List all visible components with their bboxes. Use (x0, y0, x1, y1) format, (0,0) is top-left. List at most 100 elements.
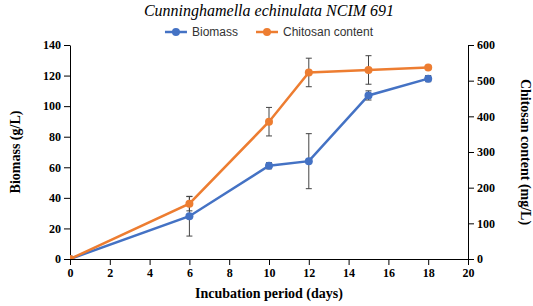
tick-label: 2 (107, 266, 113, 280)
tick: 80 (49, 130, 70, 144)
title: Cunninghamella echinulata NCIM 691 (144, 2, 394, 20)
tick-label: 16 (383, 266, 395, 280)
tick-label: 300 (477, 145, 495, 159)
tick-label: 10 (264, 266, 276, 280)
tick-mark (110, 259, 111, 265)
tick-mark (468, 259, 474, 260)
tick-mark (64, 259, 70, 260)
tick-mark (64, 106, 70, 107)
legend-item: Biomass (165, 25, 238, 39)
tick-label: 400 (477, 110, 495, 124)
tick-mark (269, 259, 270, 265)
tick-mark (468, 116, 474, 117)
chart: Cunninghamella echinulata NCIM 691024681… (0, 0, 533, 306)
tick: 12 (303, 259, 315, 280)
tick-mark (64, 198, 70, 199)
error-bar (186, 197, 192, 211)
error-bar-cap (366, 90, 372, 91)
tick-mark (64, 167, 70, 168)
tick: 400 (468, 110, 495, 124)
tick: 300 (468, 145, 495, 159)
tick-mark (64, 137, 70, 138)
x-axis: 02468101214161820 (68, 259, 475, 280)
tick-label: 0 (68, 266, 74, 280)
y-axis: 020406080100120140 (43, 38, 71, 266)
tick: 600 (468, 38, 495, 52)
tick-label: 200 (477, 181, 495, 195)
tick: 10 (264, 259, 276, 280)
error-bar-cap (306, 188, 312, 189)
tick-label: 4 (147, 266, 153, 280)
error-bar-cap (366, 55, 372, 56)
tick-mark (64, 45, 70, 46)
error-bar-cap (366, 84, 372, 85)
legend-marker (172, 28, 180, 36)
tick-label: 20 (463, 266, 475, 280)
error-bar-cap (186, 236, 192, 237)
tick: 14 (343, 259, 355, 280)
tick: 100 (43, 99, 70, 113)
tick-mark (468, 188, 474, 189)
tick: 0 (468, 252, 483, 266)
tick-label: 100 (477, 217, 495, 231)
tick: 60 (49, 161, 70, 175)
point (305, 68, 313, 76)
point (424, 63, 432, 71)
tick-label: 80 (49, 130, 61, 144)
error-bar (425, 76, 431, 82)
point (305, 157, 313, 165)
tick: 500 (468, 74, 495, 88)
tick: 120 (43, 69, 70, 83)
tick-mark (64, 76, 70, 77)
tick-mark (64, 228, 70, 229)
tick-mark (388, 259, 389, 265)
point (424, 75, 432, 83)
error-bar-cap (306, 86, 312, 87)
tick: 40 (49, 191, 70, 205)
point (70, 255, 74, 259)
tick-mark (189, 259, 190, 265)
error-bar (186, 196, 192, 236)
tick-label: 600 (477, 38, 495, 52)
error-bar-cap (306, 133, 312, 134)
error-bar-cap (266, 107, 272, 108)
tick: 4 (147, 259, 153, 280)
tick-mark (468, 81, 474, 82)
legend: Biomass Chitosan content (165, 25, 374, 39)
point (265, 162, 273, 170)
tick-mark (309, 259, 310, 265)
series-line (70, 79, 428, 259)
tick-label: 60 (49, 161, 61, 175)
y-axis-title: Biomass (g/L) (8, 110, 24, 193)
legend-item: Chitosan content (256, 25, 374, 39)
error-bar-cap (186, 210, 192, 211)
tick-mark (229, 259, 230, 265)
error-bar (266, 163, 272, 169)
tick: 200 (468, 181, 495, 195)
error-bar-cap (306, 58, 312, 59)
series-line (70, 67, 428, 259)
error-bar-cap (186, 196, 192, 197)
tick: 20 (463, 259, 475, 280)
tick: 16 (383, 259, 395, 280)
tick-label: 100 (43, 99, 61, 113)
tick: 18 (423, 259, 435, 280)
tick-mark (150, 259, 151, 265)
tick-mark (468, 152, 474, 153)
tick-label: 0 (55, 252, 61, 266)
point (365, 91, 373, 99)
y2-axis-title: Chitosan content (mg/L) (517, 79, 533, 226)
tick: 2 (107, 259, 113, 280)
tick-label: 120 (43, 69, 61, 83)
tick-mark (468, 45, 474, 46)
tick: 20 (49, 222, 70, 236)
axis-line (70, 46, 71, 260)
legend-label: Biomass (192, 25, 238, 39)
tick-mark (70, 259, 71, 265)
tick-label: 500 (477, 74, 495, 88)
tick: 100 (468, 217, 495, 231)
legend-marker (263, 28, 271, 36)
point (365, 66, 373, 74)
plot-area (70, 56, 432, 259)
error-bar (266, 107, 272, 136)
